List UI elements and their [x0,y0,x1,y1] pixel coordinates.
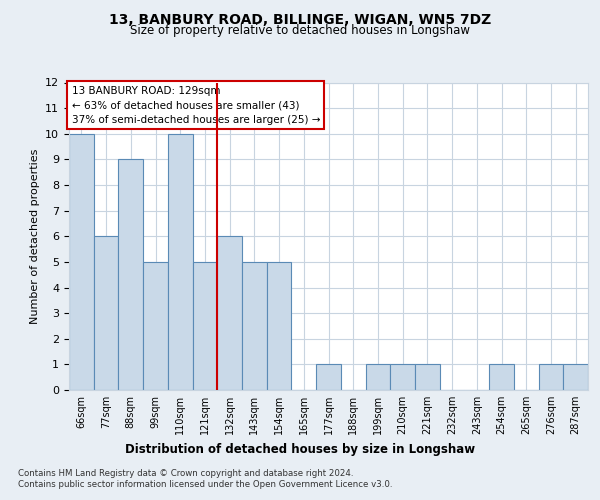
Y-axis label: Number of detached properties: Number of detached properties [29,148,40,324]
Bar [118,160,143,390]
Bar [143,262,168,390]
Bar [193,262,217,390]
Bar [168,134,193,390]
Text: Distribution of detached houses by size in Longshaw: Distribution of detached houses by size … [125,442,475,456]
Bar [539,364,563,390]
Bar [563,364,588,390]
Bar [489,364,514,390]
Bar [390,364,415,390]
Text: Contains public sector information licensed under the Open Government Licence v3: Contains public sector information licen… [18,480,392,489]
Bar [94,236,118,390]
Bar [217,236,242,390]
Text: Contains HM Land Registry data © Crown copyright and database right 2024.: Contains HM Land Registry data © Crown c… [18,469,353,478]
Bar [69,134,94,390]
Bar [365,364,390,390]
Text: 13 BANBURY ROAD: 129sqm
← 63% of detached houses are smaller (43)
37% of semi-de: 13 BANBURY ROAD: 129sqm ← 63% of detache… [71,86,320,125]
Text: 13, BANBURY ROAD, BILLINGE, WIGAN, WN5 7DZ: 13, BANBURY ROAD, BILLINGE, WIGAN, WN5 7… [109,12,491,26]
Text: Size of property relative to detached houses in Longshaw: Size of property relative to detached ho… [130,24,470,37]
Bar [415,364,440,390]
Bar [242,262,267,390]
Bar [316,364,341,390]
Bar [267,262,292,390]
